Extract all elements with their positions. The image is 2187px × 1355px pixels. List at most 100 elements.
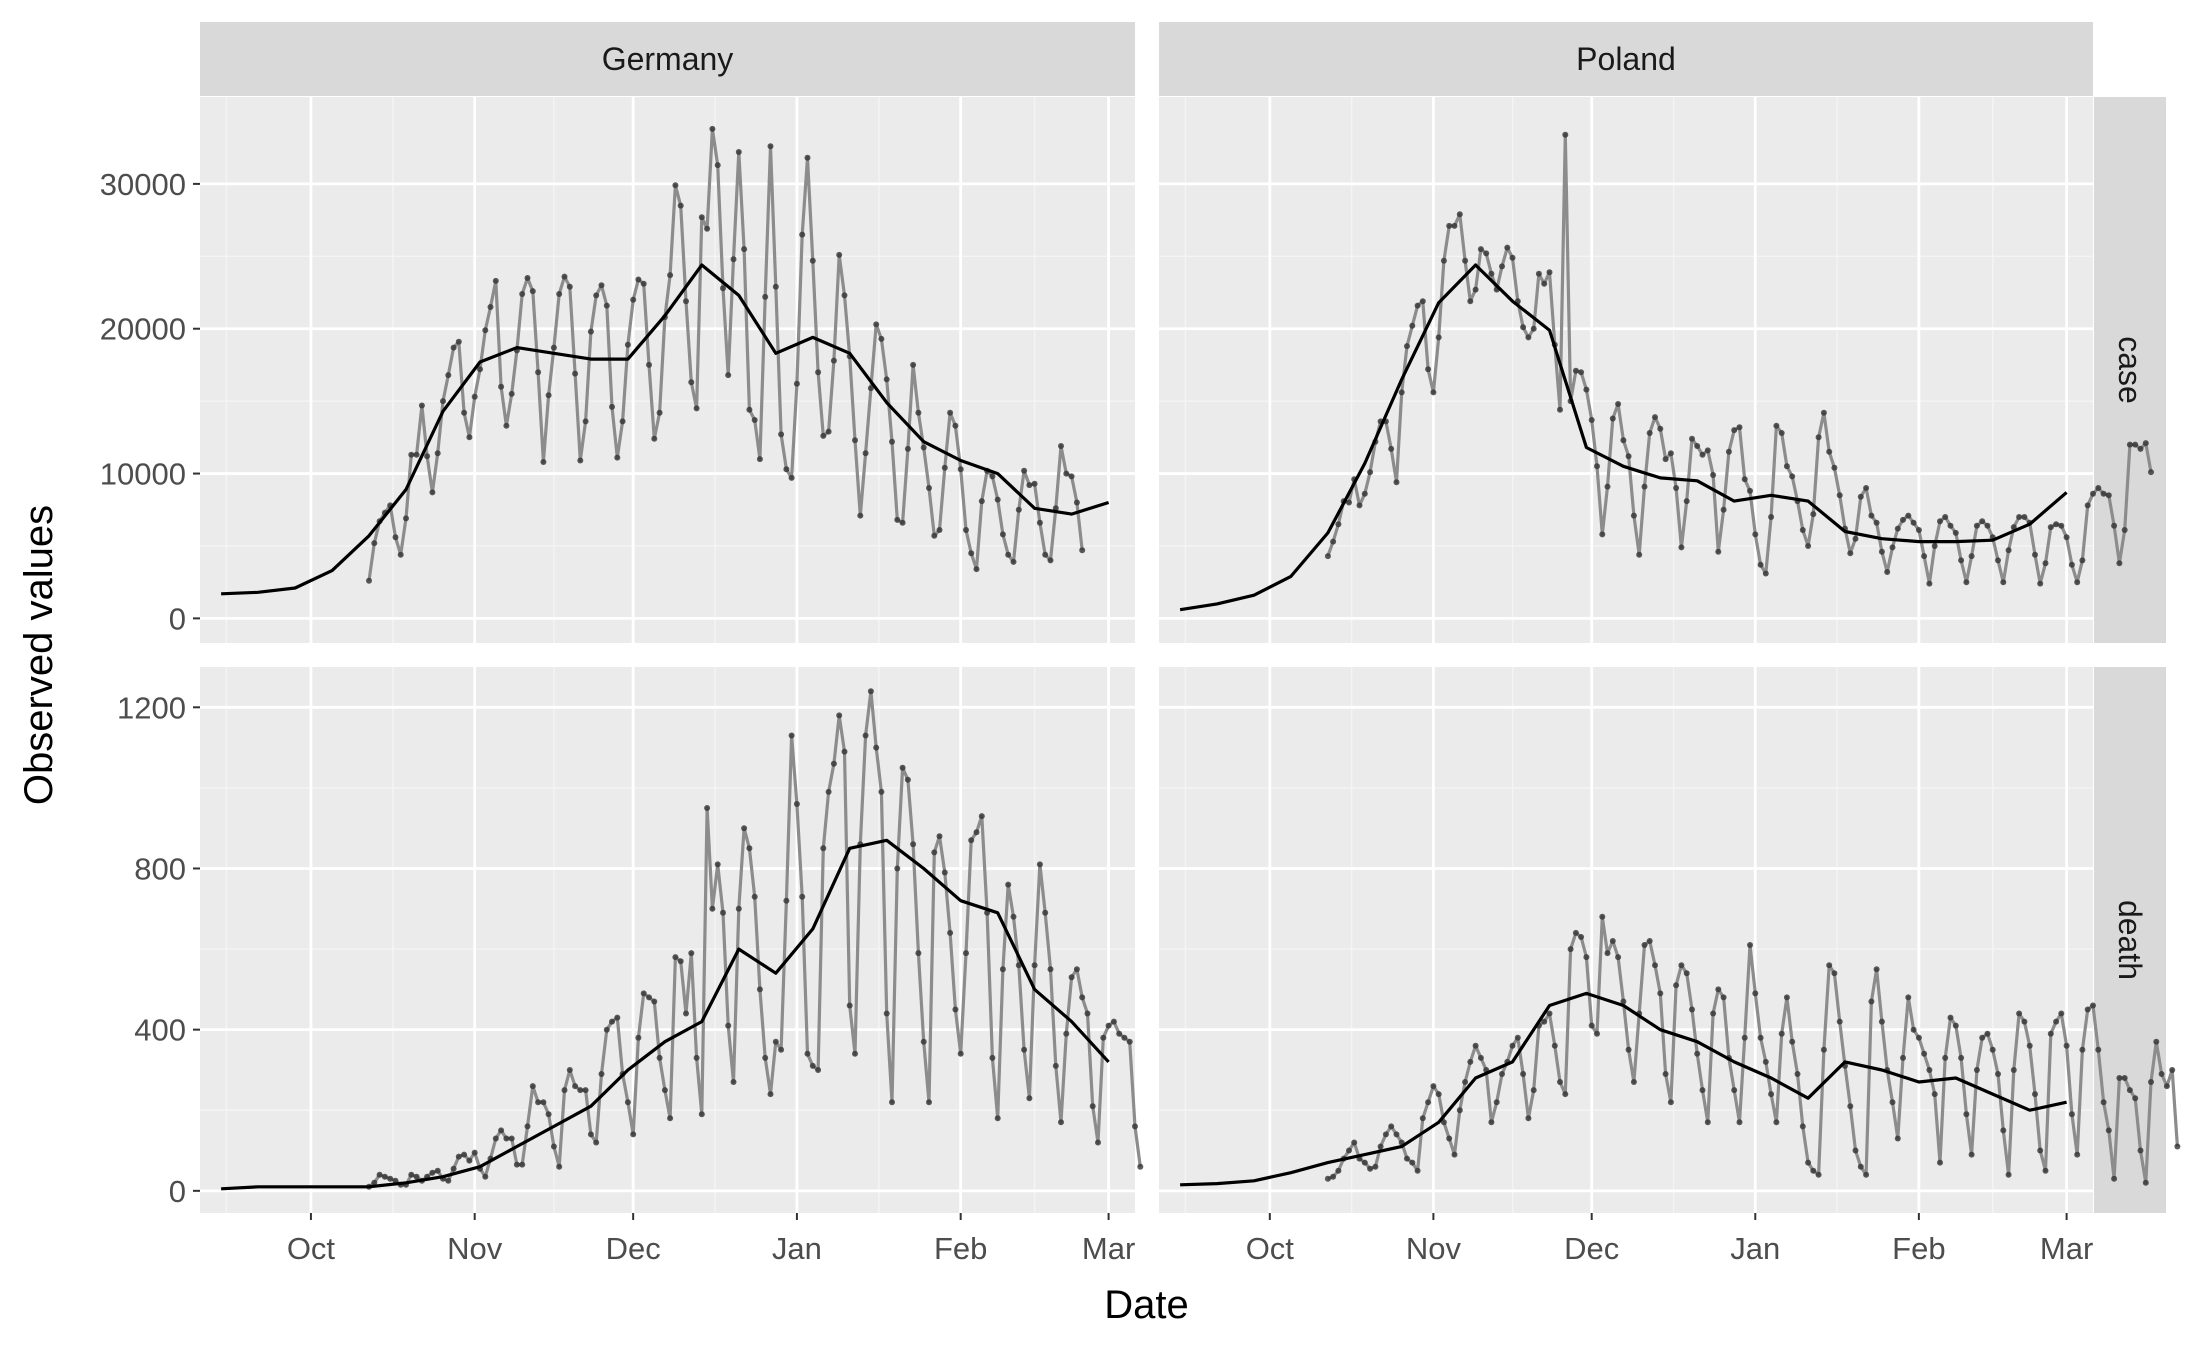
daily-point [1440,1119,1447,1126]
daily-point [1430,1083,1437,1090]
daily-point [1984,1030,1991,1037]
daily-point [704,225,711,232]
daily-point [1857,1163,1864,1170]
daily-point [793,380,800,387]
daily-point [989,473,996,480]
daily-point [793,801,800,807]
daily-point [1963,1111,1970,1118]
daily-point [1583,954,1590,961]
daily-point [973,566,980,573]
daily-point [1736,1119,1743,1126]
daily-point [1588,417,1595,423]
daily-point [561,273,568,280]
y-axis-title: Observed values [17,505,61,805]
daily-point [2100,1099,2107,1106]
daily-point [492,277,499,284]
daily-point [1110,1018,1117,1025]
daily-point [1599,913,1606,920]
daily-point [1704,447,1711,454]
daily-point [519,1161,526,1168]
daily-point [2032,551,2038,558]
daily-point [677,202,684,209]
series-weekly-line-poland-death [1180,991,2067,1187]
daily-point [1636,551,1643,558]
daily-point [2137,1147,2144,1154]
daily-point [646,361,652,368]
daily-point [482,1173,489,1180]
daily-point [661,1087,668,1094]
facet-label-death: death [2112,900,2148,980]
daily-point [1435,334,1442,341]
daily-point [1768,1091,1775,1098]
daily-point [862,732,869,739]
daily-point [1351,1139,1358,1146]
daily-point [910,841,917,848]
x-tick-label: Oct [1246,1231,1295,1266]
daily-point [1435,1091,1442,1098]
daily-point [1021,467,1028,474]
daily-point [846,1002,853,1009]
daily-point [772,1038,779,1045]
daily-point [614,1014,621,1021]
daily-point [693,405,700,412]
daily-point [1079,547,1086,554]
daily-point [550,1143,557,1150]
daily-point [1058,1119,1064,1126]
daily-point [1499,1071,1505,1077]
daily-point [1710,1010,1717,1017]
daily-point [1377,1143,1384,1150]
daily-point [1052,1062,1059,1069]
daily-point [899,764,906,771]
daily-point [498,1127,505,1134]
daily-point [688,950,695,957]
daily-point [503,422,510,429]
daily-point [376,1171,383,1178]
daily-point [751,893,758,900]
daily-point [1594,463,1600,470]
daily-point [1620,998,1627,1005]
daily-point [1968,553,1975,560]
daily-point [1393,1131,1400,1138]
daily-point [1367,1165,1374,1172]
daily-point [1409,322,1416,329]
daily-point [968,837,975,844]
daily-point [725,372,732,379]
daily-point [1095,1139,1101,1146]
daily-point [1720,994,1727,1001]
daily-point [762,293,769,300]
daily-point [408,451,415,458]
facet-strip-case [2094,97,2166,643]
daily-point [1520,324,1527,331]
daily-point [1910,1026,1917,1033]
daily-point [2058,1010,2065,1017]
daily-point [1683,498,1690,505]
daily-point [1905,512,1912,519]
daily-point [1010,913,1017,920]
daily-point [1477,1054,1484,1061]
daily-point [1973,1067,1980,1073]
daily-point [403,515,409,522]
daily-point [957,1050,964,1057]
daily-point [572,370,579,377]
series-weekly-line-germany-death [221,838,1110,1191]
daily-point [556,291,563,297]
daily-point [540,1099,547,1106]
daily-point [2063,534,2070,541]
daily-point [1731,427,1738,434]
daily-point [1762,1058,1769,1065]
daily-point [1979,518,1986,525]
daily-point [1346,1147,1352,1154]
daily-point [667,272,674,279]
daily-point [957,466,964,473]
daily-point [1794,1071,1801,1077]
daily-point [1063,470,1070,477]
daily-point [978,813,985,820]
daily-point [836,712,843,719]
daily-point [2037,1147,2044,1154]
daily-point [1409,1159,1416,1166]
daily-point [1694,1050,1701,1057]
daily-point [1456,211,1463,218]
daily-point [1525,1115,1532,1122]
daily-point [1863,485,1870,491]
